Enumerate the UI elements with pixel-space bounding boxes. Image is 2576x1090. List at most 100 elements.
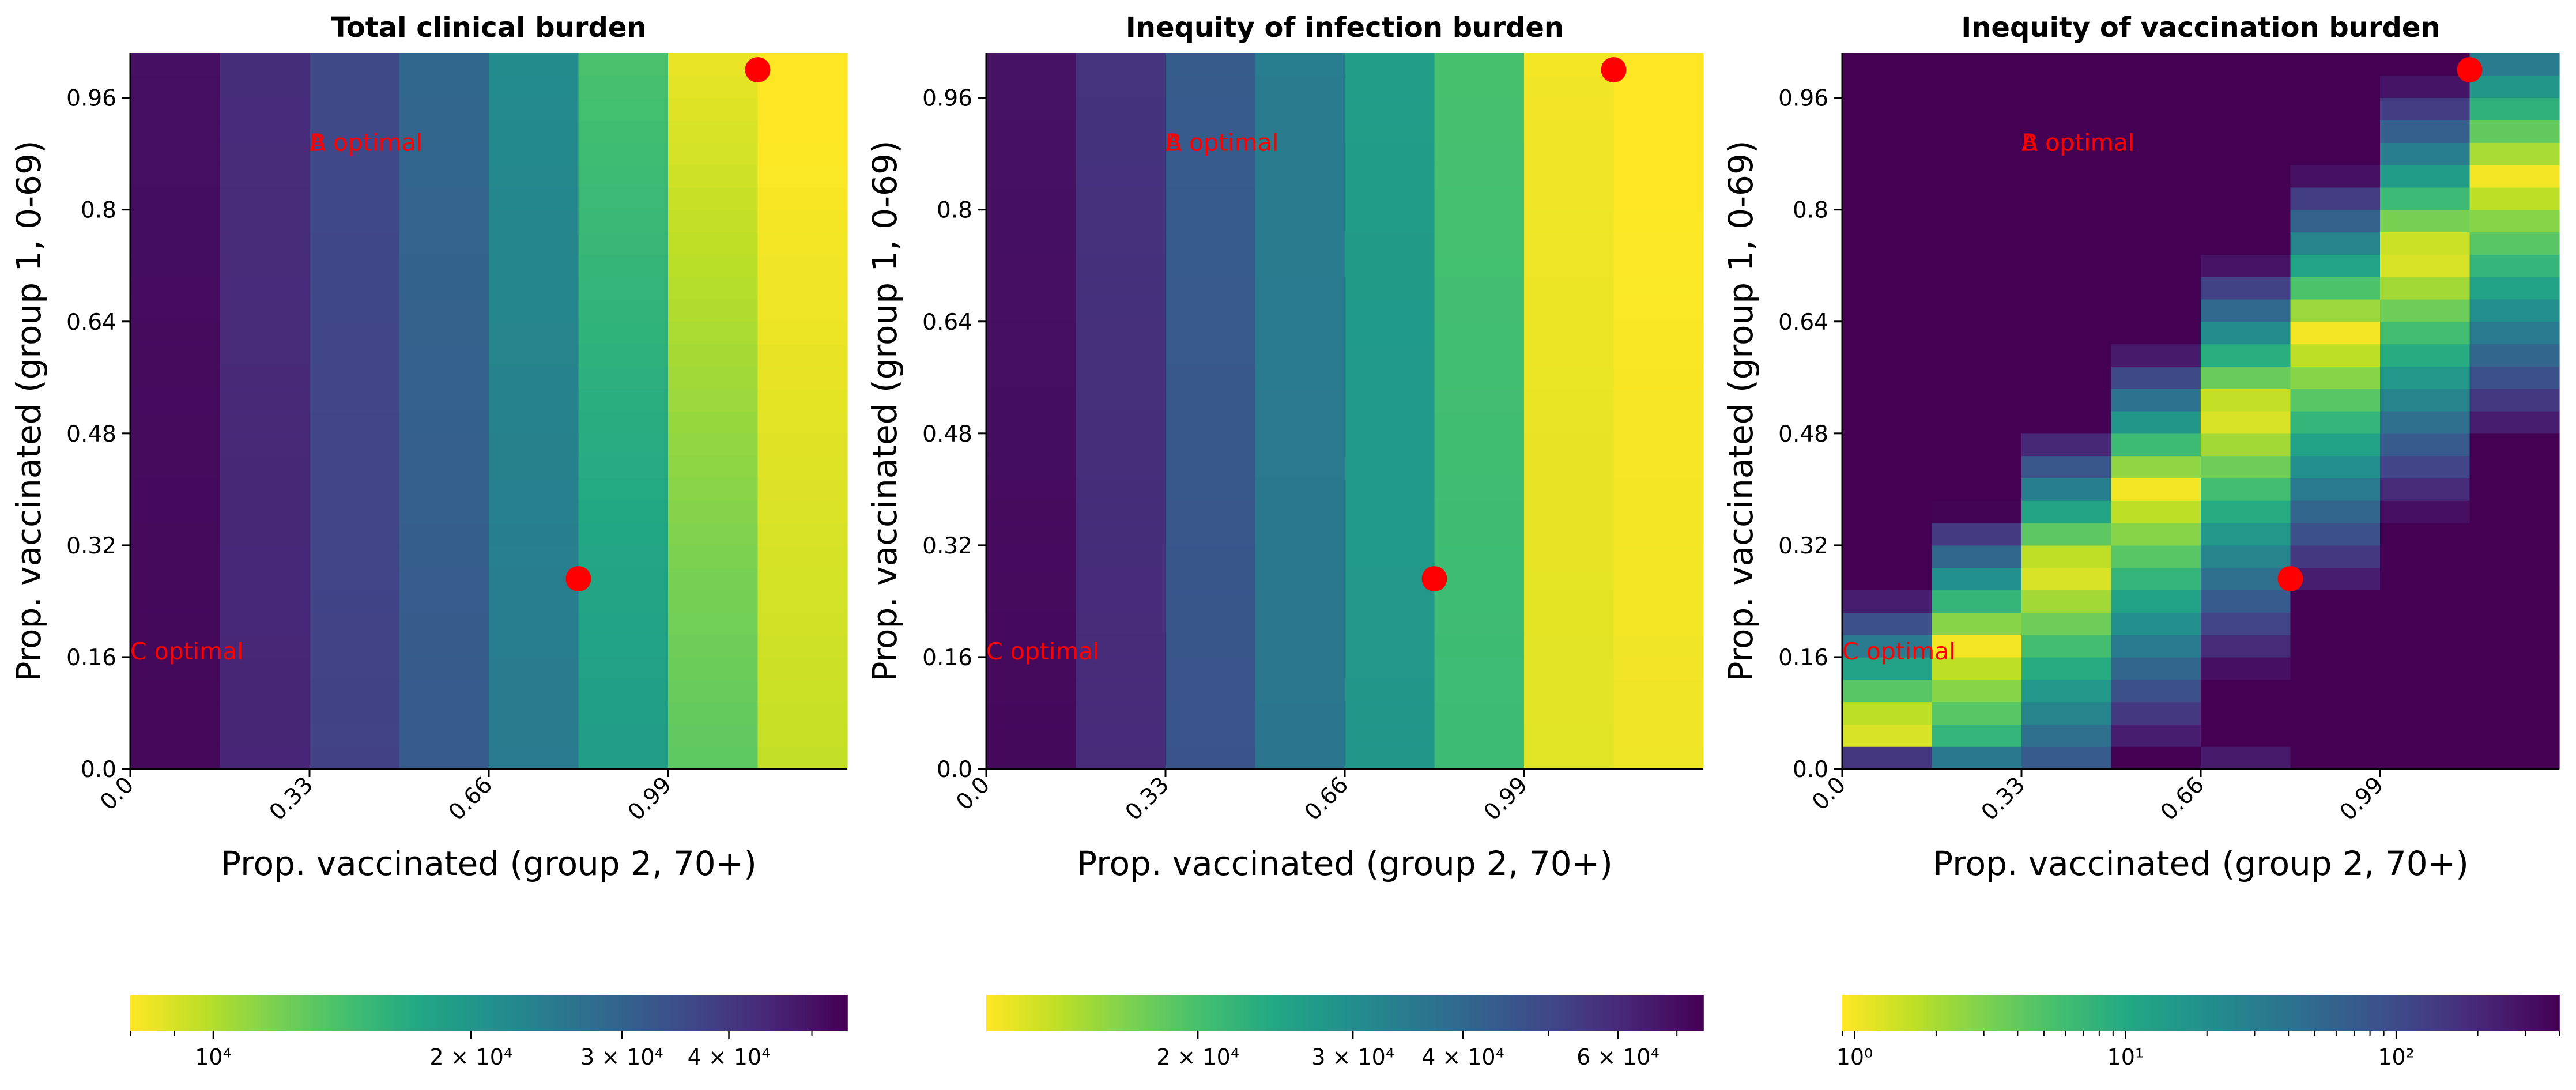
heatmap-cell — [1613, 389, 1704, 412]
heatmap-cell — [1613, 344, 1704, 367]
colorbar-segment — [1914, 995, 1918, 1031]
optimum-marker — [2277, 566, 2303, 592]
heatmap-cell — [1166, 187, 1256, 210]
heatmap-cell — [578, 567, 669, 591]
colorbar-segment — [1032, 995, 1036, 1031]
colorbar-segment — [576, 995, 581, 1031]
heatmap-cell — [220, 277, 310, 300]
heatmap-cell — [668, 97, 759, 121]
colorbar-segment — [1299, 995, 1303, 1031]
colorbar-segment — [1182, 995, 1186, 1031]
colorbar-segment — [2341, 995, 2345, 1031]
heatmap-cell — [310, 567, 400, 591]
heatmap-cell — [130, 277, 221, 300]
heatmap-cell — [489, 612, 579, 635]
colorbar-segment — [228, 995, 232, 1031]
heatmap-cell — [1076, 657, 1166, 680]
heatmap-cell — [1932, 455, 2022, 479]
heatmap-cell — [1166, 590, 1256, 613]
heatmap-cell — [2021, 165, 2112, 188]
heatmap-cell — [2021, 277, 2112, 300]
heatmap-cell — [1166, 389, 1256, 412]
colorbar-segment — [574, 995, 578, 1031]
heatmap-cell — [1345, 142, 1435, 165]
heatmap-cell — [1932, 500, 2022, 523]
heatmap-cell — [2021, 53, 2112, 76]
heatmap-cell — [1434, 165, 1525, 188]
optimum-marker — [1601, 57, 1627, 83]
heatmap-cell — [668, 411, 759, 434]
heatmap-cell — [1076, 411, 1166, 434]
heatmap-cell — [1076, 120, 1166, 143]
heatmap-cell — [220, 523, 310, 546]
colorbar-tick-label: 2 × 10⁴ — [1156, 1044, 1239, 1070]
colorbar-segment — [2109, 995, 2114, 1031]
colorbar-segment — [375, 995, 379, 1031]
colorbar-segment — [740, 995, 744, 1031]
colorbar-segment — [1152, 995, 1156, 1031]
colorbar-segment — [1038, 995, 1042, 1031]
colorbar-segment — [1142, 995, 1146, 1031]
heatmap-cell — [2201, 545, 2291, 568]
heatmap-cell — [578, 97, 669, 121]
annotation-label: C optimal — [130, 638, 244, 665]
colorbar-segment — [1175, 995, 1179, 1031]
colorbar-segment — [2269, 995, 2273, 1031]
heatmap-cell — [668, 724, 759, 747]
heatmap-cell — [578, 701, 669, 725]
heatmap-cell — [130, 254, 221, 277]
heatmap-cell — [1842, 657, 1933, 680]
heatmap-cell — [986, 142, 1077, 165]
heatmap-cell — [757, 299, 848, 322]
heatmap-cell — [310, 545, 400, 568]
heatmap-cell — [1613, 277, 1704, 300]
colorbar-segment — [1449, 995, 1453, 1031]
colorbar-segment — [723, 995, 727, 1031]
heatmap-cell — [1932, 165, 2022, 188]
colorbar-segment — [1930, 995, 1934, 1031]
heatmap-cell — [2290, 187, 2381, 210]
heatmap-cell — [2021, 120, 2112, 143]
colorbar-segment — [1687, 995, 1691, 1031]
heatmap-cell — [1842, 701, 1933, 725]
heatmap-cell — [668, 545, 759, 568]
colorbar-segment — [1488, 995, 1492, 1031]
colorbar-segment — [1975, 995, 1980, 1031]
colorbar-segment — [661, 995, 666, 1031]
colorbar-segment — [485, 995, 489, 1031]
heatmap-cell — [2469, 455, 2560, 479]
colorbar-segment — [1149, 995, 1153, 1031]
colorbar-segment — [2184, 995, 2189, 1031]
heatmap-cell — [1524, 746, 1615, 770]
colorbar-segment — [293, 995, 297, 1031]
colorbar-segment — [1657, 995, 1662, 1031]
colorbar-segment — [2363, 995, 2368, 1031]
colorbar-segment — [335, 995, 340, 1031]
colorbar-segment — [443, 995, 447, 1031]
heatmap-cell — [1434, 344, 1525, 367]
heatmap-cell — [757, 635, 848, 658]
heatmap-cell — [1932, 612, 2022, 635]
colorbar-segment — [1501, 995, 1505, 1031]
heatmap-cell — [489, 567, 579, 591]
colorbar-segment — [1868, 995, 1872, 1031]
heatmap-cell — [2111, 232, 2201, 255]
colorbar-segment — [153, 995, 157, 1031]
heatmap-cell — [2111, 701, 2201, 725]
colorbar-segment — [2445, 995, 2449, 1031]
colorbar-segment — [2191, 995, 2195, 1031]
heatmap-cell — [986, 299, 1077, 322]
y-tick-label: 0.8 — [937, 198, 972, 224]
heatmap-cell — [1524, 411, 1615, 434]
colorbar-segment — [378, 995, 382, 1031]
heatmap-cell — [986, 187, 1077, 210]
colorbar-segment — [489, 995, 493, 1031]
heatmap-cell — [1166, 254, 1256, 277]
heatmap-cell — [2111, 455, 2201, 479]
colorbar-segment — [472, 995, 477, 1031]
colorbar-segment — [814, 995, 819, 1031]
colorbar-segment — [2060, 995, 2065, 1031]
heatmap-cell — [310, 142, 400, 165]
y-tick-label: 0.32 — [66, 533, 116, 559]
heatmap-cell — [1345, 187, 1435, 210]
